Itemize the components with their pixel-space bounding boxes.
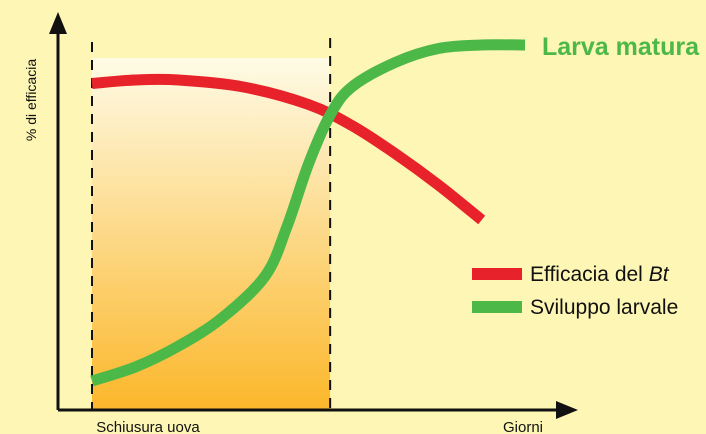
series-line-sviluppo-larvale xyxy=(90,39,526,387)
shaded-region xyxy=(92,58,331,410)
x-axis-arrow-icon xyxy=(556,401,578,419)
y-axis-arrow-icon xyxy=(49,12,67,34)
y-axis-label: % di efficacia xyxy=(23,59,39,141)
legend-swatch-efficacia xyxy=(472,268,522,280)
legend-label-sviluppo: Sviluppo larvale xyxy=(530,296,678,319)
legend: Efficacia del Bt Sviluppo larvale xyxy=(472,263,678,319)
series-line-efficacia-bt xyxy=(91,73,486,225)
legend-label-efficacia: Efficacia del Bt xyxy=(530,263,670,286)
annotation-larva-matura: Larva matura xyxy=(542,33,700,61)
x-axis-label: Giorni xyxy=(503,419,543,434)
legend-swatch-sviluppo xyxy=(472,301,522,313)
x-tick-label: Schiusura uova xyxy=(96,419,200,434)
